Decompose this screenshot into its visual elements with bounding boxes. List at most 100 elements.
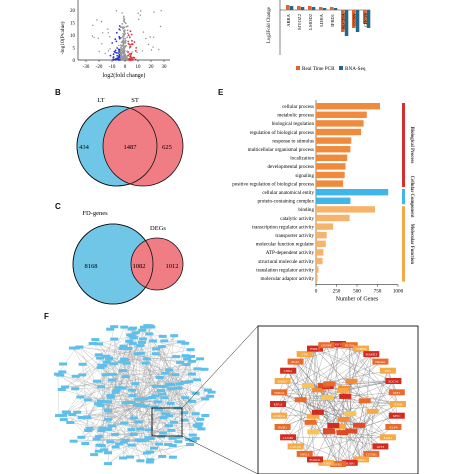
volcano-point xyxy=(159,25,162,28)
network-node xyxy=(152,384,160,388)
network-edge xyxy=(178,383,180,438)
go-group-label: Biological Process xyxy=(409,127,414,164)
network-edge xyxy=(64,377,160,388)
hub-edge xyxy=(351,348,362,382)
go-xtick-label: 1000 xyxy=(393,289,404,295)
network-node xyxy=(118,347,127,351)
hub-node-label: KIF11 xyxy=(274,403,283,407)
network-edge xyxy=(75,325,150,377)
network-node xyxy=(94,402,103,406)
volcano-point xyxy=(123,26,126,29)
hub-edge xyxy=(314,348,394,382)
volcano-point xyxy=(152,46,154,48)
volcano-ytick-label: 20 xyxy=(70,9,76,14)
volcano-point xyxy=(114,38,117,41)
network-node xyxy=(138,328,147,332)
hub-node-label: TOP2A xyxy=(274,391,285,395)
network-node xyxy=(119,440,128,444)
hub-edge xyxy=(323,385,399,405)
validation-bar-rnaseq xyxy=(300,7,305,10)
volcano-point xyxy=(120,41,123,44)
network-node xyxy=(112,388,121,392)
volcano-point xyxy=(122,52,124,55)
hub-edge xyxy=(300,399,399,405)
volcano-point xyxy=(122,42,125,45)
volcano-point xyxy=(115,40,118,43)
go-category-label: translation regulator activity xyxy=(256,267,314,273)
go-category-label: catalytic activity xyxy=(280,216,314,222)
hub-node-label: CENPF xyxy=(321,344,332,348)
hub-edge xyxy=(349,370,389,463)
network-node xyxy=(55,414,63,418)
network-node xyxy=(104,451,112,455)
hub-node xyxy=(372,443,389,450)
network-node xyxy=(128,388,137,392)
network-node xyxy=(170,334,179,338)
hub-edge xyxy=(371,411,373,454)
network-node xyxy=(201,397,210,401)
network-node xyxy=(118,386,127,390)
network-node xyxy=(158,334,167,338)
network-edge xyxy=(62,371,160,410)
network-node xyxy=(108,372,117,376)
network-edge xyxy=(86,376,126,417)
volcano-point xyxy=(123,37,125,40)
network-edge xyxy=(79,346,181,363)
go-bar xyxy=(316,163,346,170)
hub-node-inner xyxy=(306,413,319,419)
network-node xyxy=(166,401,175,405)
hub-edge xyxy=(387,370,399,405)
hub-edge xyxy=(328,430,339,465)
hub-edge xyxy=(304,426,394,455)
network-node xyxy=(115,442,123,446)
network-node xyxy=(196,417,205,421)
hub-node xyxy=(274,424,291,430)
network-edge xyxy=(152,340,191,350)
hub-node xyxy=(379,434,396,441)
network-node xyxy=(77,416,86,419)
network-node xyxy=(155,408,163,412)
hub-node xyxy=(385,424,402,430)
network-node xyxy=(121,438,130,442)
network-node xyxy=(160,396,169,400)
network-node xyxy=(150,446,158,450)
go-bar xyxy=(316,206,375,213)
validation-gene-label: MYOZ2 xyxy=(297,13,302,30)
hub-edge xyxy=(317,343,339,413)
volcano-point xyxy=(114,58,117,60)
hub-node-inner xyxy=(366,408,379,414)
go-bar xyxy=(316,275,318,282)
network-node xyxy=(120,421,129,425)
hub-node-inner xyxy=(323,381,336,387)
volcano-point xyxy=(153,11,155,13)
hub-edge xyxy=(288,437,350,463)
network-edge xyxy=(79,346,101,368)
hub-node-label: EGR1 xyxy=(384,436,393,440)
network-edge xyxy=(75,336,133,349)
network-node xyxy=(141,404,149,408)
hub-node xyxy=(330,461,346,467)
network-node xyxy=(58,370,67,374)
network-edge xyxy=(176,356,197,380)
volcano-point xyxy=(109,36,111,38)
hub-node xyxy=(271,389,288,396)
volcano-point xyxy=(128,36,131,39)
network-node xyxy=(159,385,168,388)
network-edge xyxy=(64,379,197,388)
hub-node-label: ESPL1 xyxy=(310,347,320,351)
volcano-point xyxy=(149,36,151,38)
go-category-label: positive regulation of biological proces… xyxy=(232,180,314,187)
network-edge xyxy=(79,346,165,398)
network-node xyxy=(201,414,210,417)
hub-node xyxy=(388,412,405,419)
volcano-point xyxy=(121,50,124,53)
volcano-xtick-label: 0 xyxy=(124,65,127,70)
network-edge xyxy=(149,444,191,463)
network-node xyxy=(129,433,138,436)
network-node xyxy=(71,374,80,378)
hub-node xyxy=(353,345,369,352)
network-edge xyxy=(100,405,150,463)
hub-edge xyxy=(337,430,352,465)
network-node xyxy=(147,396,156,399)
hub-node-label: IRF1 xyxy=(393,391,400,395)
